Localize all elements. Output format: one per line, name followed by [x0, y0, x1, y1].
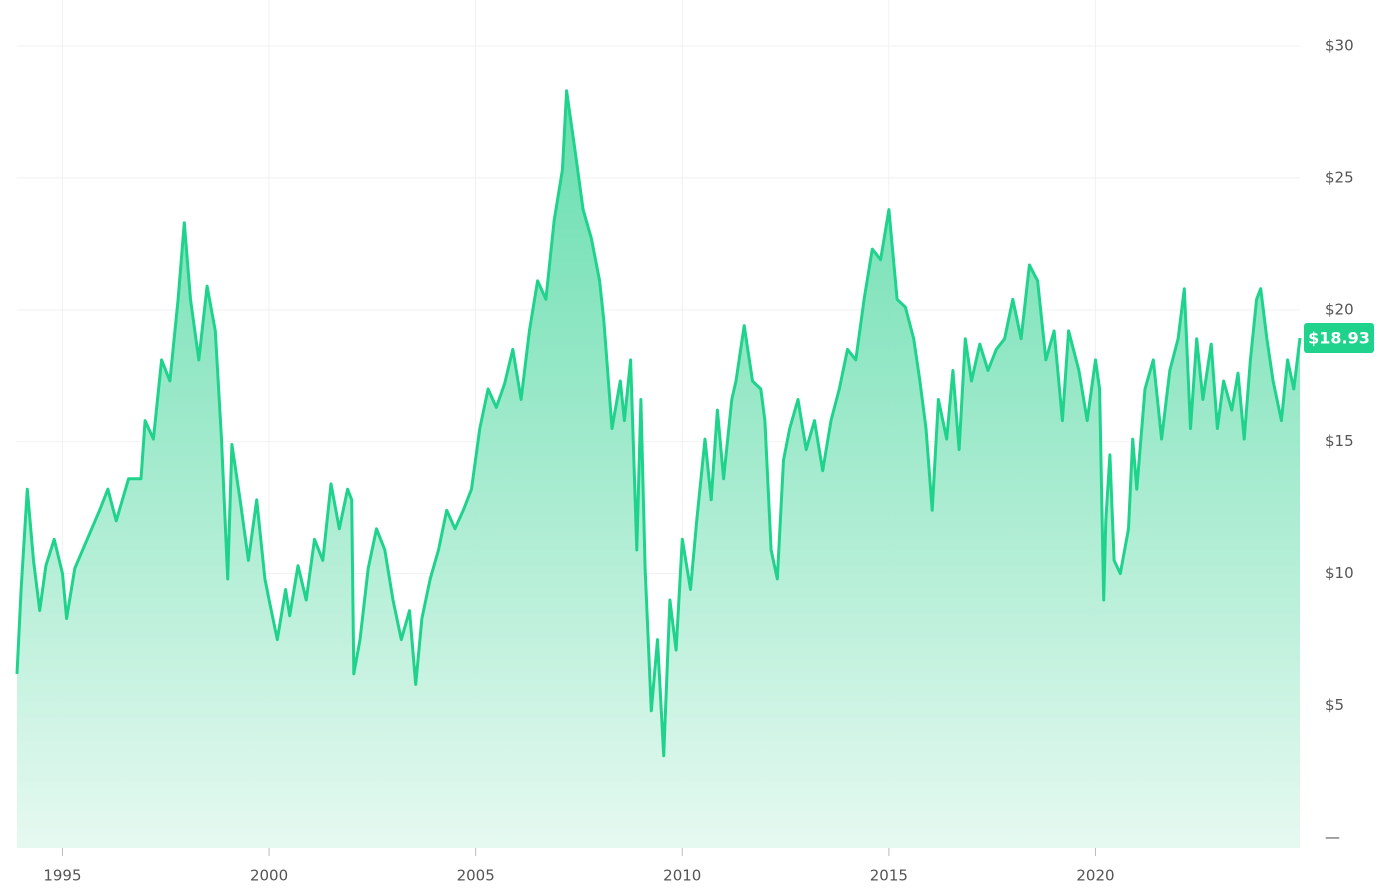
y-tick-label: —	[1325, 828, 1340, 846]
price-badge: $18.93	[1304, 323, 1374, 354]
y-tick-label: $30	[1325, 37, 1354, 55]
x-tick-label: 1995	[43, 867, 81, 885]
x-tick-label: 2005	[457, 867, 495, 885]
line	[15, 89, 1302, 758]
x-tick-label: 2000	[250, 867, 288, 885]
area	[17, 90, 1300, 849]
x-tick-label: 2020	[1076, 867, 1114, 885]
price-badge-label: $18.93	[1308, 329, 1370, 348]
x-tick-label: 2015	[870, 867, 908, 885]
y-tick-label: $5	[1325, 696, 1344, 714]
y-tick-label: $15	[1325, 432, 1354, 450]
price-badge-bg	[1304, 323, 1374, 354]
y-tick-label: $20	[1325, 300, 1354, 318]
y-tick-label: $25	[1325, 168, 1354, 186]
x-tick-label: 2010	[663, 867, 701, 885]
y-tick-label: $10	[1325, 564, 1354, 582]
